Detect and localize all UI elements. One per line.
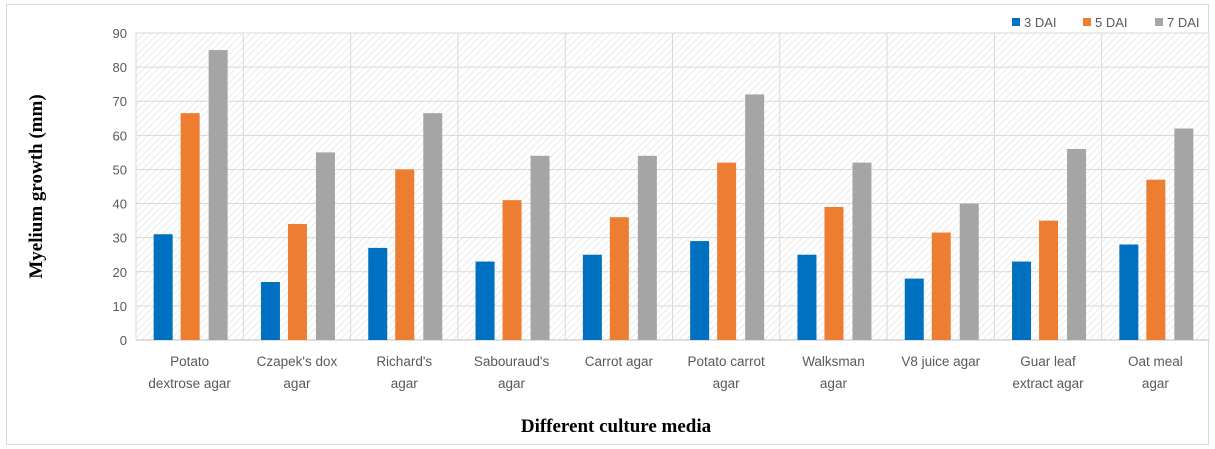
- legend-label: 7 DAI: [1167, 15, 1200, 30]
- legend-swatch: [1083, 18, 1091, 26]
- y-tick-label: 50: [113, 162, 127, 177]
- bar: [717, 162, 737, 340]
- bar: [1146, 179, 1166, 340]
- y-tick-label: 10: [113, 299, 127, 314]
- legend-label: 3 DAI: [1024, 15, 1057, 30]
- bar: [609, 217, 629, 340]
- bar: [475, 261, 495, 340]
- bar: [530, 155, 550, 340]
- x-tick-label: V8 juice agar: [901, 354, 980, 369]
- bar: [1174, 128, 1194, 340]
- bar: [395, 169, 415, 340]
- x-tick-label: Richard's agar: [376, 354, 432, 391]
- bar: [180, 113, 200, 341]
- bar: [582, 254, 602, 340]
- y-axis-title: Myelium growth (mm): [26, 94, 47, 278]
- legend: 3 DAI 5 DAI 7 DAI: [1012, 15, 1200, 30]
- bar: [1067, 148, 1087, 340]
- x-tick-label: Czapek's dox agar: [257, 354, 338, 391]
- x-tick-label: Sabouraud's agar: [474, 354, 550, 391]
- bar: [904, 278, 924, 340]
- y-tick-label: 20: [113, 265, 127, 280]
- x-axis-title: Different culture media: [521, 416, 712, 437]
- bar: [690, 241, 710, 340]
- bar: [959, 203, 979, 340]
- y-tick-label: 60: [113, 128, 127, 143]
- bar: [208, 50, 228, 341]
- bar: [797, 254, 817, 340]
- bar: [368, 247, 388, 340]
- bar: [637, 155, 657, 340]
- bar: [502, 200, 522, 340]
- bar: [745, 94, 765, 341]
- y-tick-label: 70: [113, 94, 127, 109]
- legend-swatch: [1155, 18, 1163, 26]
- x-tick-label: Carrot agar: [585, 354, 654, 369]
- bar: [260, 282, 280, 340]
- legend-swatch: [1012, 18, 1020, 26]
- bar: [852, 162, 872, 340]
- y-tick-label: 30: [113, 231, 127, 246]
- bar: [287, 224, 307, 340]
- legend-label: 5 DAI: [1095, 15, 1128, 30]
- x-tick-label: Guar leaf extract agar: [1012, 354, 1084, 391]
- x-tick-label: Walksman agar: [802, 354, 865, 391]
- bar: [153, 234, 173, 340]
- bar: [824, 206, 844, 340]
- y-tick-label: 80: [113, 60, 127, 75]
- y-tick-label: 0: [120, 333, 127, 348]
- x-tick-label: Oat meal agar: [1128, 354, 1183, 391]
- axes: 0 10 20 30 40 50 60 70 80 90 Potato dextrose agar Cz…: [113, 26, 1183, 391]
- bar: [1039, 220, 1059, 340]
- bar: [315, 152, 335, 340]
- bar: [931, 232, 951, 340]
- x-tick-label: Potato carrot agar: [688, 354, 766, 391]
- bar: [423, 113, 443, 341]
- y-tick-label: 40: [113, 197, 127, 212]
- bars: [153, 50, 1194, 341]
- bar: [1119, 244, 1139, 340]
- y-tick-label: 90: [113, 26, 127, 41]
- bar: [1012, 261, 1032, 340]
- x-tick-label: Potato dextrose agar: [148, 354, 231, 391]
